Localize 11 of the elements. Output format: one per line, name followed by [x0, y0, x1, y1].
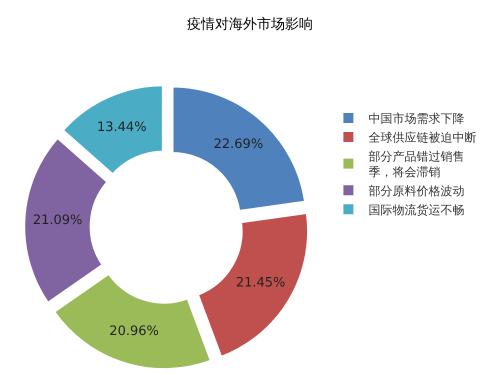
legend-label: 国际物流货运不畅: [368, 202, 464, 217]
chart-title: 疫情对海外市场影响: [187, 16, 313, 33]
data-label: 13.44%: [96, 120, 147, 135]
legend-label: 全球供应链被迫中断: [368, 130, 476, 145]
data-label: 21.45%: [236, 275, 286, 290]
data-label: 20.96%: [109, 324, 159, 339]
legend-label: 中国市场需求下降: [368, 112, 464, 126]
legend-label: 部分原料价格波动: [368, 184, 464, 198]
data-label: 21.09%: [32, 213, 82, 228]
data-label: 22.69%: [214, 137, 264, 152]
legend-label: 部分产品错过销售季，将会滞销: [368, 149, 464, 180]
